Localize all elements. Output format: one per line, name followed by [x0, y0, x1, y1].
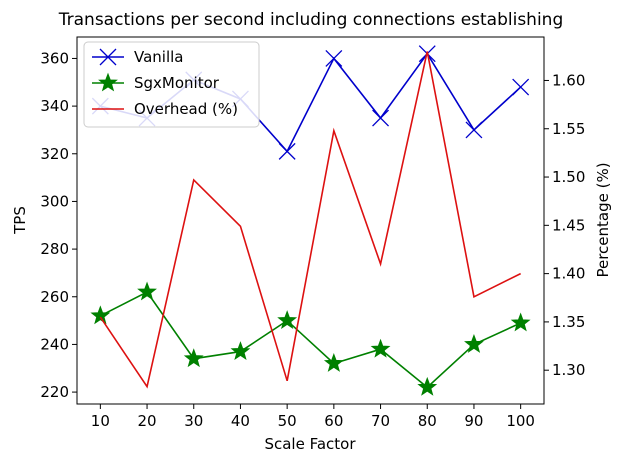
data-point-vanilla [372, 109, 390, 127]
legend-label: Vanilla [134, 48, 184, 66]
data-point-sgxmonitor [464, 333, 484, 353]
legend-marker [98, 72, 118, 92]
y2-axis-label: Percentage (%) [594, 162, 612, 277]
data-point-sgxmonitor [137, 281, 157, 301]
y-tick-label: 340 [40, 97, 69, 115]
y2-tick-label: 1.40 [552, 265, 585, 283]
series-line-overhead [99, 51, 522, 389]
data-point-vanilla [465, 121, 483, 139]
x-tick-label: 20 [138, 412, 157, 430]
y-tick-label: 300 [40, 192, 69, 210]
data-point-sgxmonitor [323, 353, 344, 372]
x-tick-label: 60 [324, 412, 343, 430]
data-point-sgxmonitor [90, 305, 111, 325]
y-axis-label: TPS [11, 206, 29, 235]
series-line-sgxmonitor [99, 290, 521, 389]
y2-tick-label: 1.35 [552, 313, 585, 331]
data-point-vanilla [278, 142, 296, 160]
y-tick-label: 320 [40, 145, 69, 163]
plot-frame [76, 36, 545, 405]
x-tick-label: 30 [184, 412, 203, 430]
data-point-sgxmonitor [277, 310, 298, 330]
y2-tick-label: 1.60 [552, 71, 585, 89]
chart-title: Transactions per second including connec… [58, 10, 564, 30]
y2-tick-label: 1.50 [552, 168, 585, 186]
x-tick-label: 100 [506, 412, 535, 430]
y-tick-label: 360 [40, 49, 69, 67]
y-tick-label: 220 [40, 383, 69, 401]
y-tick-label: 260 [40, 288, 69, 306]
x-tick-label: 50 [278, 412, 297, 430]
y2-tick-label: 1.55 [552, 120, 585, 138]
data-point-vanilla [512, 78, 530, 96]
data-point-vanilla [325, 49, 343, 67]
legend-label: SgxMonitor [134, 74, 220, 92]
x-axis-label: Scale Factor [264, 435, 356, 453]
y2-tick-label: 1.45 [552, 216, 585, 234]
x-tick-label: 40 [231, 412, 250, 430]
legend-box [83, 41, 260, 128]
x-tick-label: 10 [91, 412, 110, 430]
legend-marker [99, 48, 117, 66]
x-tick-label: 70 [371, 412, 390, 430]
data-point-sgxmonitor [417, 376, 438, 396]
y-tick-label: 240 [40, 335, 69, 353]
data-point-sgxmonitor [183, 348, 204, 368]
y2-tick-label: 1.30 [552, 361, 585, 379]
legend-label: Overhead (%) [134, 100, 238, 118]
data-point-sgxmonitor [370, 338, 391, 358]
legend: Vanilla SgxMonitor Overhead (%) [83, 41, 260, 128]
y-tick-label: 280 [40, 240, 69, 258]
x-tick-label: 80 [418, 412, 437, 430]
x-tick-label: 90 [464, 412, 483, 430]
data-point-sgxmonitor [510, 312, 531, 332]
data-point-sgxmonitor [230, 341, 251, 361]
